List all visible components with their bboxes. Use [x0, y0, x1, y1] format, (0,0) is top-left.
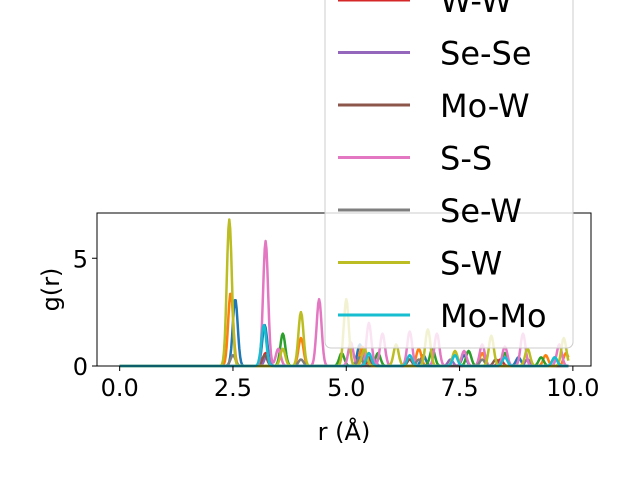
legend-label: Mo-Mo — [440, 297, 547, 335]
x-tick-label: 5.0 — [327, 374, 365, 402]
y-axis-label: g(r) — [37, 268, 65, 312]
x-tick-label: 2.5 — [214, 374, 252, 402]
y-tick-label: 5 — [73, 245, 88, 273]
legend-label: W-W — [440, 0, 512, 20]
y-axis: 05 — [73, 245, 97, 381]
legend-label: S-S — [440, 140, 492, 178]
legend-label: Mo-W — [440, 87, 530, 125]
legend-label: S-W — [440, 245, 502, 283]
legend-box — [324, 0, 574, 349]
x-axis: 0.0 2.5 5.0 7.5 10.0 — [101, 366, 600, 402]
legend-entries: W-W Se-Se Mo-W S-S Se-W S-W Mo-Mo — [338, 0, 547, 335]
legend-label: Se-Se — [440, 35, 532, 73]
x-axis-label: r (Å) — [318, 417, 371, 446]
legend-label: Se-W — [440, 192, 522, 230]
legend: W-W Se-Se Mo-W S-S Se-W S-W Mo-Mo — [324, 0, 574, 349]
x-tick-label: 0.0 — [101, 374, 139, 402]
x-tick-label: 7.5 — [440, 374, 478, 402]
x-tick-label: 10.0 — [546, 374, 599, 402]
y-tick-label: 0 — [73, 353, 88, 381]
